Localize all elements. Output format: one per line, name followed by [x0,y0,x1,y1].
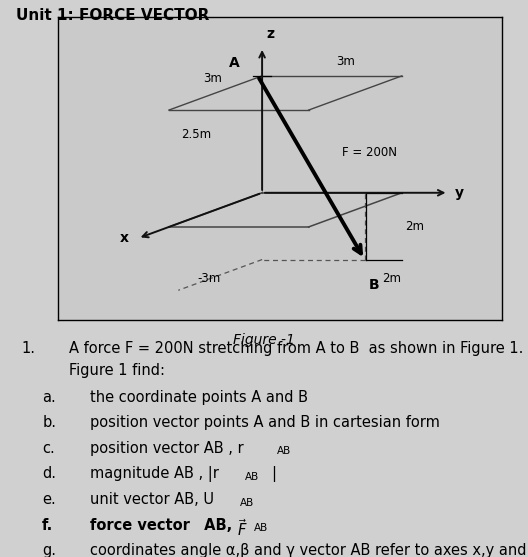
Text: force vector: force vector [90,517,190,532]
Text: AB: AB [244,472,259,482]
Text: b.: b. [42,415,56,430]
Text: -3m: -3m [197,272,221,285]
Text: unit vector AB, U: unit vector AB, U [90,492,214,507]
Text: $\vec{F}$: $\vec{F}$ [237,517,247,539]
Text: AB: AB [240,497,254,507]
Text: the coordinate points A and B: the coordinate points A and B [90,389,308,404]
Text: Unit 1: FORCE VECTOR: Unit 1: FORCE VECTOR [16,8,209,23]
Text: A force F = 200N stretching from A to B  as shown in Figure 1.    Refer to: A force F = 200N stretching from A to B … [69,341,528,356]
Text: position vector points A and B in cartesian form: position vector points A and B in cartes… [90,415,440,430]
Text: e.: e. [42,492,56,507]
Text: x: x [120,231,129,245]
Text: c.: c. [42,441,55,456]
Text: a.: a. [42,389,56,404]
Text: Figure -1: Figure -1 [233,333,295,346]
Text: magnitude AB , |r: magnitude AB , |r [90,466,219,482]
Text: 2.5m: 2.5m [181,128,211,141]
Text: f.: f. [42,517,53,532]
Text: AB: AB [253,523,268,533]
Text: coordinates angle α,β and γ vector AB refer to axes x,y and z: coordinates angle α,β and γ vector AB re… [90,543,528,557]
Text: A: A [229,56,240,70]
Text: g.: g. [42,543,56,557]
Text: AB: AB [277,446,291,456]
Text: 2m: 2m [406,219,425,233]
Text: position vector AB , r: position vector AB , r [90,441,243,456]
Text: 1.: 1. [21,341,35,356]
Text: 2m: 2m [382,272,401,285]
Text: d.: d. [42,466,56,481]
Text: |: | [271,466,276,482]
Text: y: y [455,186,464,200]
Text: 3m: 3m [203,72,222,85]
Text: B: B [369,278,380,292]
Text: AB,: AB, [199,517,237,532]
Text: F = 200N: F = 200N [342,146,397,159]
Text: Figure 1 find:: Figure 1 find: [69,363,165,378]
Text: z: z [267,27,275,41]
Text: 3m: 3m [336,55,355,69]
